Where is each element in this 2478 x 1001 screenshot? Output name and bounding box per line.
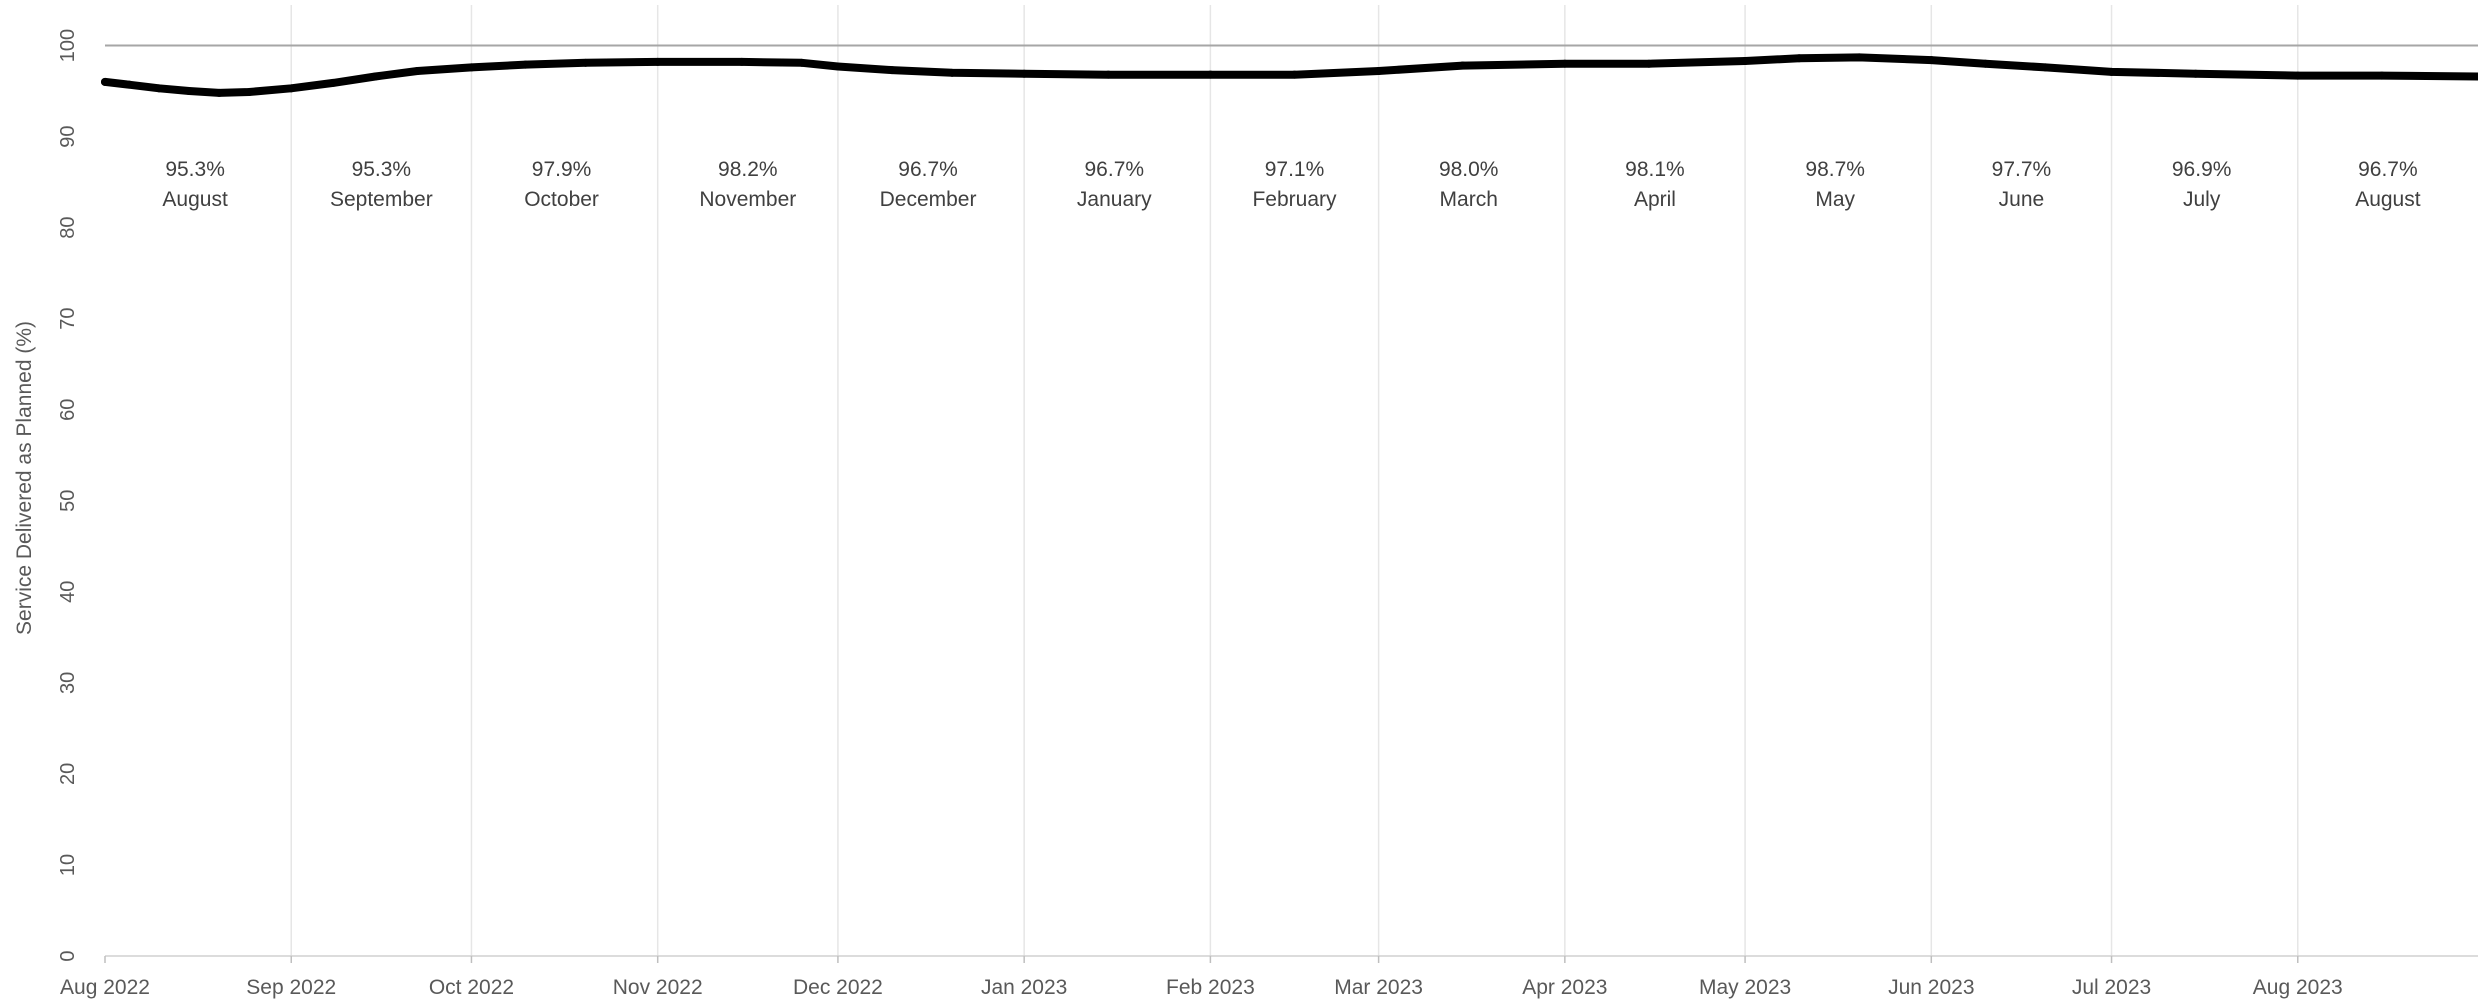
y-tick-label: 10 (57, 854, 79, 876)
annotation-month: August (162, 188, 228, 211)
annotation-value: 97.1% (1265, 158, 1325, 181)
data-point (653, 57, 662, 66)
annotation-month: May (1815, 188, 1855, 211)
data-point (329, 78, 338, 87)
x-tick-label: Feb 2023 (1166, 976, 1255, 999)
y-tick-label: 100 (57, 29, 79, 62)
data-point (1560, 59, 1569, 68)
data-point (2191, 69, 2200, 78)
data-point (155, 84, 164, 93)
annotation-value: 96.7% (898, 158, 958, 181)
data-point (1290, 70, 1299, 79)
annotation-month: September (330, 188, 433, 211)
y-tick-label: 70 (57, 308, 79, 330)
data-point (1644, 59, 1653, 68)
data-point (215, 88, 224, 97)
data-point (2041, 63, 2050, 72)
annotation-value: 95.3% (165, 158, 225, 181)
x-tick-label: Mar 2023 (1334, 976, 1423, 999)
data-point (287, 84, 296, 93)
annotation-month: July (2183, 188, 2221, 211)
y-tick-label: 90 (57, 125, 79, 147)
data-point (467, 63, 476, 72)
annotation-value: 96.9% (2172, 158, 2232, 181)
annotation-month: February (1252, 188, 1337, 211)
x-tick-label: Jan 2023 (981, 976, 1067, 999)
series-line (101, 53, 2478, 97)
data-point (737, 57, 746, 66)
x-tick-label: Sep 2022 (246, 976, 336, 999)
annotation-value: 97.9% (532, 158, 592, 181)
annotation-value: 98.7% (1805, 158, 1865, 181)
data-point (1795, 54, 1804, 63)
y-axis-label: Service Delivered as Planned (%) (13, 321, 36, 635)
annotation-month: December (880, 188, 977, 211)
x-tick-label: Dec 2022 (793, 976, 883, 999)
data-point (887, 66, 896, 75)
data-point (1741, 57, 1750, 66)
annotation-month: August (2355, 188, 2421, 211)
data-point (521, 60, 530, 69)
y-tick-label: 0 (57, 950, 79, 961)
annotation-month: June (1999, 188, 2045, 211)
annotation-month: March (1440, 188, 1498, 211)
data-point (1374, 67, 1383, 76)
data-point (581, 58, 590, 67)
x-tick-label: Jul 2023 (2072, 976, 2151, 999)
annotation-month: November (699, 188, 796, 211)
data-point (1104, 70, 1113, 79)
data-point (101, 77, 109, 86)
annotation-value: 98.1% (1625, 158, 1685, 181)
annotation-value: 96.7% (1085, 158, 1145, 181)
annotation-month: January (1077, 188, 1152, 211)
y-tick-label: 60 (57, 399, 79, 421)
data-point (371, 72, 380, 81)
annotation-value: 97.7% (1992, 158, 2052, 181)
x-tick-label: Aug 2022 (60, 976, 150, 999)
data-point (413, 67, 422, 76)
y-tick-label: 40 (57, 581, 79, 603)
y-tick-label: 50 (57, 490, 79, 512)
data-point (948, 68, 957, 77)
data-point (125, 80, 134, 89)
y-tick-label: 20 (57, 763, 79, 785)
x-tick-label: Apr 2023 (1522, 976, 1607, 999)
data-point (1206, 70, 1215, 79)
data-point (2107, 67, 2116, 76)
data-point (797, 58, 806, 67)
annotation-value: 98.2% (718, 158, 778, 181)
data-point (2377, 71, 2386, 80)
x-tick-label: Jun 2023 (1888, 976, 1974, 999)
x-tick-label: Oct 2022 (429, 976, 514, 999)
y-tick-label: 30 (57, 672, 79, 694)
annotation-month: October (524, 188, 599, 211)
annotation-value: 98.0% (1439, 158, 1499, 181)
data-point (185, 87, 194, 96)
data-point (833, 62, 842, 71)
data-point (1458, 61, 1467, 70)
annotation-value: 95.3% (352, 158, 412, 181)
data-point (1981, 59, 1990, 68)
y-tick-label: 80 (57, 216, 79, 238)
data-point (1855, 53, 1864, 62)
annotation-month: April (1634, 188, 1676, 211)
annotation-value: 96.7% (2358, 158, 2418, 181)
x-tick-label: Nov 2022 (613, 976, 703, 999)
x-tick-label: May 2023 (1699, 976, 1791, 999)
data-point (2293, 71, 2302, 80)
data-point (2474, 72, 2478, 81)
data-point (245, 87, 254, 96)
data-point (1927, 56, 1936, 65)
data-point (1020, 69, 1029, 78)
x-tick-label: Aug 2023 (2253, 976, 2343, 999)
